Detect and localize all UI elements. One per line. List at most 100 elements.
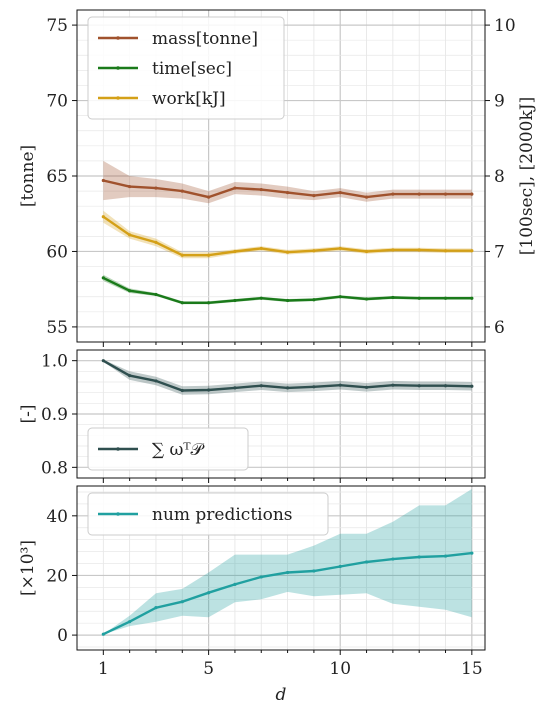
data-point [417,384,421,388]
data-point [233,249,237,254]
data-point [417,296,421,300]
data-point [128,233,132,237]
data-point [101,178,105,183]
data-point [154,379,158,383]
data-point [259,296,263,300]
legend: ∑ ωᵀ𝒫 [87,427,249,471]
data-point [443,249,448,253]
series-band [103,160,472,204]
y-axis-label: [-] [18,404,38,423]
legend-label: work[kJ] [152,89,226,109]
y-tick-label: 0.8 [41,458,68,478]
data-point [180,253,184,257]
data-point [207,253,211,257]
panel-1: 55 60 65 70 75 [tonne] 6 7 8 9 10 [100sec], [2000kJ… [18,9,537,347]
data-point [101,632,105,636]
data-point [364,297,369,301]
series-band [103,274,472,305]
x-tick-label: 1 [98,659,109,679]
data-point [207,591,211,595]
data-point [285,298,290,303]
y-axis-left: 0 20 40 [46,507,77,646]
series-3 [101,210,474,259]
data-point [364,249,369,254]
data-point [233,582,237,587]
data-point [101,276,105,280]
series-1 [101,359,474,395]
data-point [180,600,184,604]
y-tick-label: 60 [46,242,68,262]
y-tick-label: 75 [46,16,68,36]
data-point [154,606,158,610]
data-point [312,194,316,198]
data-point [233,186,237,190]
data-point [312,569,316,573]
y-tick-label: 20 [46,566,68,586]
data-point [470,296,474,300]
y-axis-left: 55 60 65 70 75 [46,16,77,338]
data-point [128,620,132,624]
data-point [207,388,211,392]
y-right-tick-label: 7 [494,242,505,262]
legend-label: mass[tonne] [152,29,258,49]
data-point [391,295,395,300]
y-right-tick-label: 10 [494,16,516,36]
data-point [443,554,448,558]
x-axis: 1 5 10 15 [98,650,483,679]
data-point [259,187,263,192]
legend-box [87,492,329,536]
series-1 [101,160,474,204]
legend-label: time[sec] [152,59,232,79]
y-tick-label: 0.9 [41,405,68,425]
x-axis [102,342,473,347]
data-point [180,301,184,305]
legend-marker [116,66,120,70]
data-point [101,359,105,363]
data-point [470,249,474,253]
data-point [470,551,474,555]
y-right-tick-label: 8 [494,167,505,187]
legend: num predictions [87,492,329,536]
data-point [312,249,316,253]
data-point [207,195,211,199]
legend-marker [116,512,120,516]
data-point [233,386,237,390]
data-point [233,298,237,303]
data-point [101,215,105,219]
data-point [391,383,395,387]
plot-frame [76,485,486,651]
legend-box [87,427,249,471]
data-point [417,248,421,252]
y-right-tick-label: 6 [494,318,505,338]
legend-marker [116,36,120,40]
data-point [417,555,421,559]
x-tick-label: 5 [203,659,214,679]
data-point [391,248,395,252]
y-tick-label: 70 [46,92,68,112]
y-tick-label: 65 [46,167,68,187]
data-point [443,384,448,388]
data-point [470,192,474,196]
data-point [285,191,290,195]
y-axis-label: [tonne] [18,145,38,207]
data-point [128,374,132,378]
data-point [443,192,448,196]
legend: mass[tonne] time[sec] work[kJ] [87,16,285,120]
series-1 [101,489,474,636]
y-tick-label: 1.0 [41,352,68,372]
data-point [338,246,342,251]
data-point [364,385,369,389]
data-point [180,388,184,393]
data-point [207,301,211,305]
y-tick-label: 0 [57,626,68,646]
data-point [470,384,474,388]
data-point [391,557,395,561]
y-axis-right: 6 7 8 9 10 [485,16,516,338]
data-point [391,192,395,196]
x-axis-label: d [276,685,287,705]
data-point [259,575,263,579]
data-point [128,184,132,189]
data-point [417,192,421,196]
